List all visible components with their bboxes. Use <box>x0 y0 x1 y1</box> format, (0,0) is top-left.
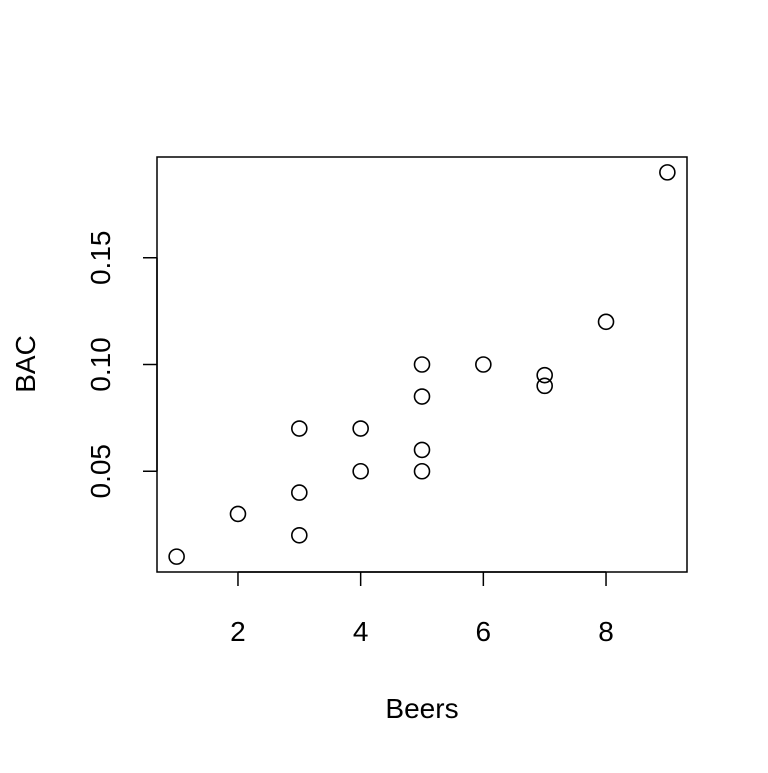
data-point <box>352 462 369 480</box>
data-point <box>413 356 431 373</box>
plot-frame <box>156 156 688 573</box>
x-tick-label: 2 <box>230 616 246 647</box>
data-point <box>229 505 247 523</box>
y-tick-label: 0.15 <box>85 231 116 286</box>
data-point <box>291 484 308 501</box>
data-point <box>536 366 553 384</box>
data-point <box>291 420 308 437</box>
data-point <box>413 462 431 480</box>
y-tick-label: 0.10 <box>85 337 116 392</box>
x-axis-label: Beers <box>385 693 458 724</box>
data-point <box>168 548 185 565</box>
data-point <box>291 526 308 544</box>
data-point <box>597 313 615 331</box>
y-tick-label: 0.05 <box>85 444 116 499</box>
y-axis: 0.05 0.10 0.15 <box>85 231 158 499</box>
data-points <box>168 164 676 565</box>
data-point <box>659 164 676 181</box>
y-axis-label: BAC <box>10 335 41 393</box>
data-point <box>536 377 553 395</box>
data-point <box>413 388 431 405</box>
data-point <box>352 420 369 437</box>
data-point <box>475 356 492 373</box>
x-tick-label: 8 <box>598 616 614 647</box>
data-point <box>413 441 431 459</box>
x-axis: 2 4 6 8 <box>230 571 614 647</box>
x-tick-label: 4 <box>353 616 369 647</box>
x-tick-label: 6 <box>476 616 492 647</box>
